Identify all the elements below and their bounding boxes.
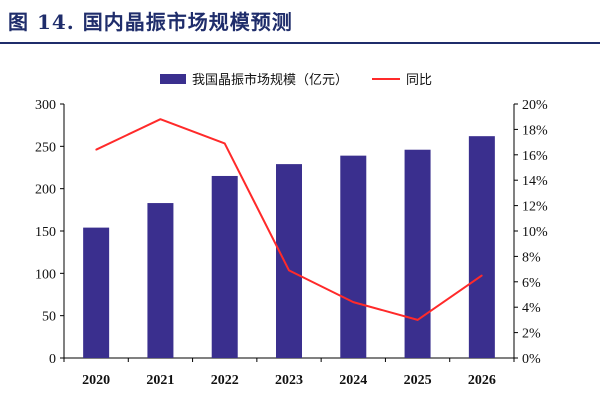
legend: 我国晶振市场规模（亿元） 同比 (160, 72, 432, 88)
title-divider (0, 42, 600, 44)
growth-rate-point (223, 142, 226, 145)
x-tick-label: 2022 (211, 373, 239, 388)
legend-bar-swatch (160, 74, 186, 84)
x-tick-label: 2025 (404, 373, 432, 388)
right-tick-label: 18% (522, 123, 548, 138)
left-tick-label: 150 (35, 225, 56, 240)
growth-rate-point (481, 274, 483, 277)
market-size-bar (468, 136, 495, 358)
left-tick-label: 300 (35, 98, 56, 113)
x-tick-label: 2021 (146, 373, 174, 388)
right-tick-label: 8% (522, 250, 541, 265)
right-tick-label: 4% (522, 301, 541, 316)
growth-rate-point (159, 118, 162, 121)
right-tick-label: 2% (522, 327, 541, 342)
growth-rate-point (95, 148, 97, 151)
left-tick-label: 100 (35, 267, 56, 282)
right-tick-label: 10% (522, 225, 548, 240)
right-tick-label: 12% (522, 200, 548, 215)
left-tick-label: 250 (35, 140, 56, 155)
market-size-bar (404, 149, 431, 358)
growth-rate-point (352, 301, 355, 303)
x-tick-label: 2023 (275, 373, 303, 388)
left-tick-label: 200 (35, 183, 56, 198)
right-tick-label: 14% (522, 174, 548, 189)
legend-line-label: 同比 (406, 73, 432, 88)
market-size-bar (211, 175, 238, 358)
tick-labels: 0 50 100 150 200 250 300 0% 2% 4% 6% 8% 10% 12% 14% 16%… (35, 98, 548, 388)
market-size-bar (83, 227, 110, 358)
growth-line-series (95, 118, 483, 321)
left-tick-label: 0 (49, 352, 56, 367)
right-tick-label: 16% (522, 149, 548, 164)
right-tick-label: 6% (522, 276, 541, 291)
market-size-bar (147, 203, 174, 358)
right-tick-label: 20% (522, 98, 548, 113)
bar-series (83, 136, 495, 358)
left-tick-label: 50 (42, 310, 56, 325)
right-tick-label: 0% (522, 352, 541, 367)
market-size-bar (276, 164, 302, 358)
x-tick-label: 2026 (468, 373, 496, 388)
figure-title: 图 14. 国内晶振市场规模预测 (8, 10, 293, 34)
growth-rate-point (416, 319, 419, 321)
x-tick-label: 2020 (82, 373, 110, 388)
growth-rate-point (288, 269, 290, 272)
market-size-bar (340, 155, 367, 358)
legend-bar-label: 我国晶振市场规模（亿元） (192, 72, 348, 88)
x-tick-label: 2024 (339, 373, 367, 388)
